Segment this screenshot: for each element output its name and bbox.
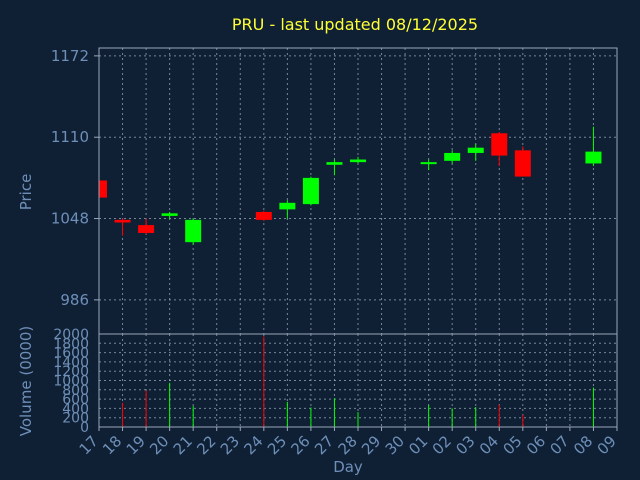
x-tick-label: 07	[547, 432, 573, 458]
x-tick-label: 18	[99, 432, 125, 458]
volume-tick-label: 0	[80, 420, 89, 436]
x-tick-label: 01	[405, 432, 431, 458]
x-tick-label: 27	[311, 432, 337, 458]
x-tick-label: 08	[570, 432, 596, 458]
candle-body	[514, 150, 531, 177]
x-tick-label: 25	[264, 432, 290, 458]
candle-body	[114, 219, 131, 223]
x-tick-label: 03	[452, 432, 478, 458]
volume-bars	[122, 336, 594, 427]
candle-body	[279, 202, 296, 210]
volume-tick-label: 1000	[53, 374, 89, 390]
candles	[98, 126, 602, 245]
volume-tick-label: 800	[62, 383, 89, 399]
volume-tick-label: 1800	[53, 336, 89, 352]
candle	[491, 131, 508, 167]
x-tick-label: 04	[476, 432, 502, 458]
volume-tick-label: 2000	[53, 327, 89, 343]
candle	[302, 176, 319, 206]
chart-title: PRU - last updated 08/12/2025	[232, 15, 478, 34]
candle	[514, 146, 531, 177]
price-tick-label: 1110	[51, 128, 89, 146]
candle	[585, 126, 602, 167]
x-tick-label: 05	[499, 432, 525, 458]
candle-body	[350, 159, 366, 163]
x-tick-label: 09	[594, 432, 620, 458]
x-tick-label: 23	[217, 432, 243, 458]
x-tick-label: 30	[382, 432, 408, 458]
price-tick-label: 1172	[51, 47, 89, 65]
candle	[326, 159, 343, 176]
candle	[350, 156, 366, 164]
candle-body	[467, 147, 484, 153]
volume-tick-label: 200	[62, 411, 89, 427]
candle	[161, 211, 178, 219]
x-tick-label: 21	[170, 432, 196, 458]
x-tick-label: 24	[240, 432, 266, 458]
price-panel-frame	[98, 47, 618, 335]
candle-body	[420, 162, 437, 165]
price-tick-label: 986	[60, 291, 89, 309]
x-tick-label: 20	[146, 432, 172, 458]
price-tick-label: 1048	[51, 210, 89, 228]
volume-tick-label: 1200	[53, 364, 89, 380]
candle-body	[585, 151, 602, 164]
candle-body	[185, 219, 202, 243]
candle	[98, 177, 107, 199]
candle-body	[255, 211, 272, 220]
price-tick-labels: 986 1048 1110 1172	[51, 47, 89, 309]
candle-body	[491, 133, 508, 156]
x-axis-label: Day	[333, 458, 363, 476]
x-tick-labels: 1718192021222324252627282930010203040506…	[76, 427, 620, 458]
price-grid	[94, 48, 617, 334]
candle-body	[99, 180, 107, 198]
candle	[138, 218, 155, 235]
x-tick-label: 19	[123, 432, 149, 458]
x-tick-label: 22	[193, 432, 219, 458]
x-tick-label: 28	[335, 432, 361, 458]
candle	[420, 159, 437, 171]
price-axis-label: Price	[17, 174, 35, 211]
x-tick-label: 29	[358, 432, 384, 458]
candle-body	[138, 225, 155, 233]
volume-tick-label: 400	[62, 401, 89, 417]
x-tick-label: 02	[429, 432, 455, 458]
volume-tick-label: 600	[62, 392, 89, 408]
candle	[114, 218, 131, 236]
candle	[255, 210, 272, 222]
candle-body	[326, 162, 343, 165]
candle	[467, 143, 484, 161]
volume-axis-label: Volume (0000)	[17, 326, 35, 436]
candle-body	[444, 152, 461, 161]
x-tick-label: 17	[76, 432, 102, 458]
candle	[185, 218, 202, 245]
candle	[444, 150, 461, 164]
candle-body	[302, 177, 319, 205]
x-tick-label: 06	[523, 432, 549, 458]
volume-tick-label: 1400	[53, 355, 89, 371]
candle-body	[161, 213, 178, 216]
volume-tick-label: 1600	[53, 346, 89, 362]
x-tick-label: 26	[288, 432, 314, 458]
candle	[279, 200, 296, 219]
